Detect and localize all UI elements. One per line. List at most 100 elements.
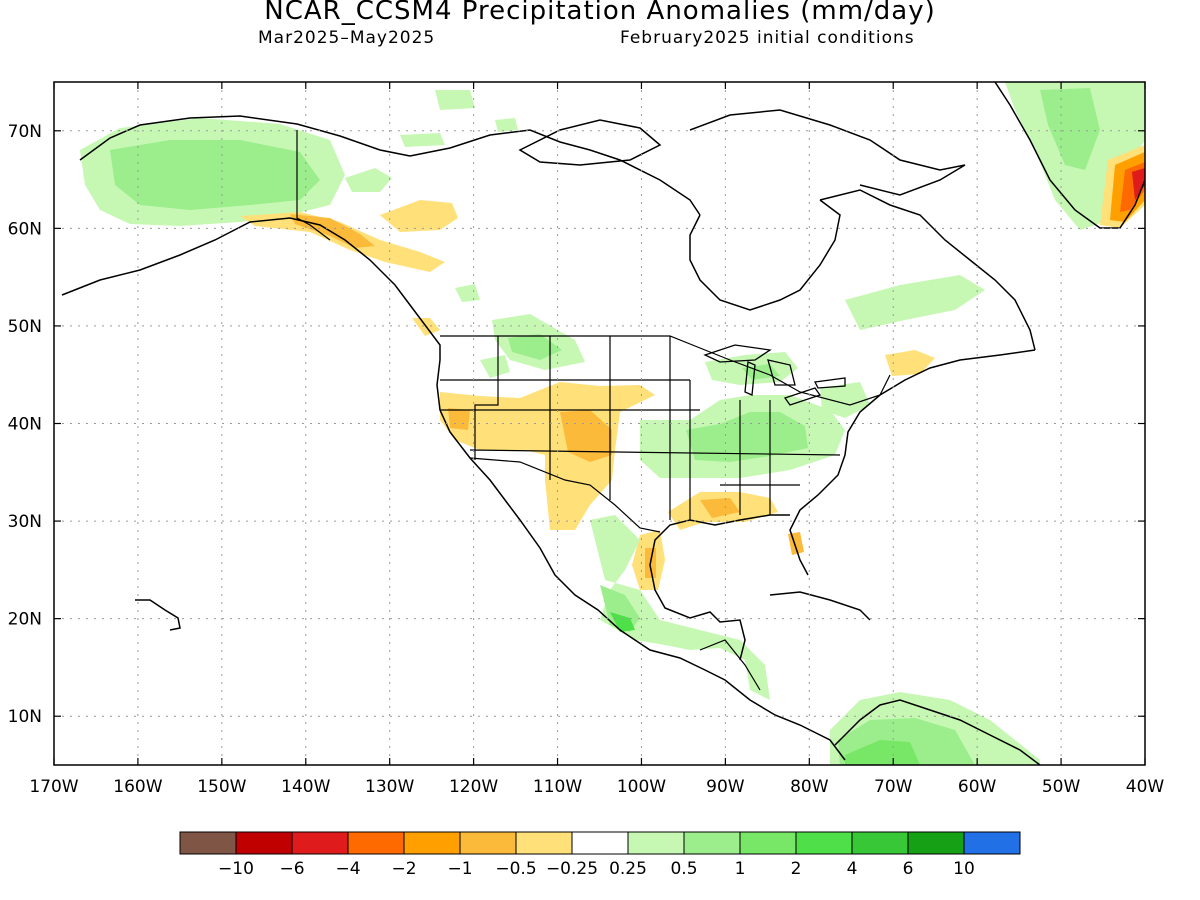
colorbar-swatch bbox=[347, 831, 405, 855]
x-tick-label: 100W bbox=[617, 777, 666, 797]
colorbar-label: −2 bbox=[391, 859, 416, 879]
colorbar: −10 −6 −4 −2 −1 −0.5 −0.25 0.25 0.5 1 2 4 6 10 bbox=[179, 831, 1021, 879]
season-label: Mar2025–May2025 bbox=[258, 28, 436, 48]
colorbar-label: 10 bbox=[953, 859, 975, 879]
border-us-mexico bbox=[469, 457, 661, 533]
y-tick-label: 60N bbox=[8, 219, 42, 239]
y-tick-label: 50N bbox=[8, 317, 42, 337]
x-tick-label: 160W bbox=[113, 777, 162, 797]
anomaly-region-northwest-canada-dry bbox=[380, 200, 458, 232]
anomaly-region-arctic-islands-green-2 bbox=[495, 118, 518, 132]
anomaly-region-greenland-green-core bbox=[1040, 88, 1100, 170]
x-tick-label: 60W bbox=[958, 777, 997, 797]
colorbar-swatch bbox=[851, 831, 909, 855]
colorbar-swatch bbox=[235, 831, 293, 855]
gridlines bbox=[54, 82, 1145, 765]
political-borders bbox=[296, 130, 891, 691]
border-state-7 bbox=[469, 449, 841, 456]
y-tick-label: 20N bbox=[8, 610, 42, 630]
anomaly-region-south-america-green-wet bbox=[845, 740, 920, 765]
coastline-labrador bbox=[819, 189, 1036, 351]
x-tick-label: 120W bbox=[449, 777, 498, 797]
border-us-canada bbox=[440, 335, 891, 406]
colorbar-label: 4 bbox=[847, 859, 858, 879]
anomaly-region-alberta-green bbox=[480, 355, 510, 378]
coastline-cuba bbox=[769, 591, 871, 621]
y-tick-label: 10N bbox=[8, 707, 42, 727]
lake-michigan bbox=[744, 361, 756, 396]
initial-conditions-label: February2025 initial conditions bbox=[620, 28, 915, 48]
colorbar-swatch bbox=[739, 831, 797, 855]
y-tick-label: 40N bbox=[8, 415, 42, 435]
coastline-alaska-north bbox=[79, 115, 411, 161]
colorbar-label: −6 bbox=[279, 859, 304, 879]
x-tick-label: 50W bbox=[1042, 777, 1081, 797]
colorbar-swatch bbox=[963, 831, 1021, 855]
colorbar-label: −1 bbox=[447, 859, 472, 879]
border-central-america bbox=[699, 639, 761, 691]
x-tick-label: 170W bbox=[29, 777, 78, 797]
y-axis: 10N 20N 30N 40N 50N 60N 70N bbox=[8, 122, 1145, 727]
anomaly-region-arctic-islands-green bbox=[435, 90, 475, 110]
colorbar-swatch bbox=[571, 831, 629, 855]
x-tick-label: 80W bbox=[790, 777, 829, 797]
anomaly-fields bbox=[61, 82, 1145, 765]
anomaly-region-gulf-coast-dry-core bbox=[700, 498, 740, 518]
y-tick-label: 70N bbox=[8, 122, 42, 142]
anomaly-region-bc-green bbox=[455, 284, 480, 302]
anomaly-region-florida-dry bbox=[788, 532, 804, 555]
x-tick-label: 130W bbox=[365, 777, 414, 797]
colorbar-label: 2 bbox=[791, 859, 802, 879]
coastline-north-america-west bbox=[61, 217, 846, 761]
coastline-south-america bbox=[834, 699, 1041, 765]
y-tick-label: 30N bbox=[8, 512, 42, 532]
colorbar-swatch bbox=[459, 831, 517, 855]
colorbar-label: −10 bbox=[218, 859, 254, 879]
lake-huron bbox=[767, 359, 796, 386]
anomaly-region-alaska-green-core bbox=[110, 140, 320, 210]
colorbar-swatch bbox=[683, 831, 741, 855]
x-tick-label: 140W bbox=[281, 777, 330, 797]
coastline-baffin-island bbox=[689, 109, 966, 196]
colorbar-swatch bbox=[627, 831, 685, 855]
x-tick-label: 90W bbox=[706, 777, 745, 797]
border-alaska-canada bbox=[296, 130, 331, 241]
coastline-east-us bbox=[789, 349, 1036, 576]
x-tick-label: 150W bbox=[197, 777, 246, 797]
coastline-victoria-island bbox=[518, 119, 662, 166]
colorbar-swatch bbox=[403, 831, 461, 855]
colorbar-swatch bbox=[907, 831, 965, 855]
coastline-hudson-bay bbox=[689, 199, 841, 311]
lake-erie bbox=[783, 387, 822, 406]
anomaly-region-southwest-dry bbox=[440, 382, 655, 530]
colorbar-label: −0.5 bbox=[495, 859, 536, 879]
colorbar-swatch bbox=[795, 831, 853, 855]
anomaly-region-yukon-green bbox=[345, 168, 392, 192]
anomaly-region-greenland-dry-extreme bbox=[1132, 168, 1145, 200]
anomaly-region-ohio-valley-green-core bbox=[686, 412, 808, 462]
anomaly-region-northeast-green bbox=[820, 382, 870, 418]
colorbar-label: 1 bbox=[735, 859, 746, 879]
colorbar-swatch bbox=[291, 831, 349, 855]
colorbar-swatch bbox=[179, 831, 237, 855]
x-tick-label: 70W bbox=[874, 777, 913, 797]
coastline-arctic-canada bbox=[409, 129, 701, 216]
x-tick-label: 110W bbox=[533, 777, 582, 797]
colorbar-label: 0.25 bbox=[609, 859, 647, 879]
anomaly-region-arctic-islands-green-3 bbox=[400, 133, 445, 147]
anomaly-region-montana-green-core bbox=[508, 334, 562, 360]
colorbar-label: −4 bbox=[335, 859, 360, 879]
coastline-greenland bbox=[994, 82, 1145, 229]
coastlines bbox=[61, 82, 1145, 765]
anomaly-region-maine-dry bbox=[885, 350, 935, 376]
colorbar-swatch bbox=[515, 831, 573, 855]
lake-ontario bbox=[814, 377, 846, 389]
map-title: NCAR_CCSM4 Precipitation Anomalies (mm/d… bbox=[264, 0, 936, 26]
colorbar-label: 0.5 bbox=[670, 859, 697, 879]
coastline-gulf bbox=[649, 514, 790, 661]
coastline-hawaii bbox=[135, 599, 181, 631]
colorbar-label: 6 bbox=[903, 859, 914, 879]
anomaly-region-quebec-green bbox=[845, 275, 985, 330]
x-axis: 170W 160W 150W 140W 130W 120W 110W 100W 90W 80W 70… bbox=[29, 82, 1164, 797]
